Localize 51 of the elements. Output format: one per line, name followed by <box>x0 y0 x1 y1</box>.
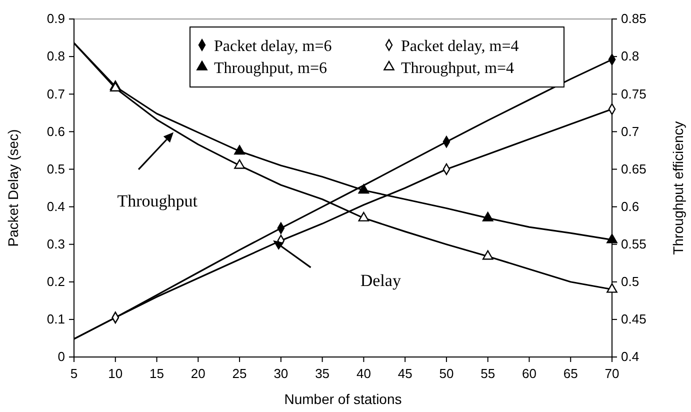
point <box>606 234 618 244</box>
y-tick-label: 0 <box>58 349 65 364</box>
x-tick-label: 15 <box>150 366 164 382</box>
y-tick-label: 0.2 <box>46 274 65 290</box>
x-tick-label: 25 <box>232 366 247 382</box>
y2-tick-label: 0.8 <box>621 48 640 64</box>
y2-axis-title: Throughput efficiency <box>670 121 686 255</box>
y2-tick-label: 0.75 <box>621 86 646 102</box>
y-tick-label: 0.9 <box>46 11 65 26</box>
y2-tick-label: 0.5 <box>621 274 640 290</box>
y2-tick-label: 0.45 <box>621 312 646 327</box>
point <box>358 184 370 194</box>
legend-label: Throughput, m=6 <box>214 60 328 77</box>
x-tick-label: 45 <box>398 366 412 382</box>
annotation: Throughput <box>117 192 198 211</box>
x-axis-title: Number of stations <box>284 391 402 407</box>
y2-tick-label: 0.4 <box>621 349 640 364</box>
point <box>606 283 618 293</box>
point <box>358 212 370 222</box>
y-tick-label: 0.1 <box>46 312 65 327</box>
y-tick-label: 0.3 <box>46 236 65 252</box>
x-tick-label: 65 <box>563 366 578 382</box>
x-tick-label: 35 <box>315 366 330 382</box>
x-tick-label: 10 <box>108 366 123 382</box>
legend-label: Packet delay, m=6 <box>214 38 332 55</box>
y-axis-title: Packet Delay (sec) <box>5 129 21 247</box>
y-tick-label: 0.5 <box>46 161 65 176</box>
x-tick-label: 50 <box>439 366 454 382</box>
y2-tick-label: 0.55 <box>621 236 646 252</box>
point <box>234 145 245 155</box>
y2-tick-label: 0.6 <box>621 198 640 214</box>
y-tick-label: 0.8 <box>46 48 65 64</box>
y-tick-label: 0.7 <box>46 86 65 102</box>
point <box>482 250 494 260</box>
y2-tick-label: 0.85 <box>621 11 646 26</box>
y2-tick-label: 0.65 <box>621 161 646 176</box>
x-tick-label: 20 <box>190 366 206 382</box>
x-tick-label: 60 <box>522 366 536 382</box>
point <box>234 159 245 169</box>
x-tick-label: 5 <box>70 366 78 382</box>
x-tick-label: 70 <box>604 366 620 382</box>
y-tick-label: 0.4 <box>46 198 65 214</box>
point <box>482 212 494 222</box>
annotation: Delay <box>360 271 402 290</box>
y2-tick-label: 0.7 <box>621 124 640 139</box>
legend-label: Throughput, m=4 <box>401 60 514 77</box>
y-tick-label: 0.6 <box>46 124 65 139</box>
legend-label: Packet delay, m=4 <box>401 38 519 55</box>
x-tick-label: 55 <box>480 366 496 382</box>
x-tick-label: 40 <box>356 366 371 382</box>
x-tick-label: 30 <box>274 366 288 382</box>
